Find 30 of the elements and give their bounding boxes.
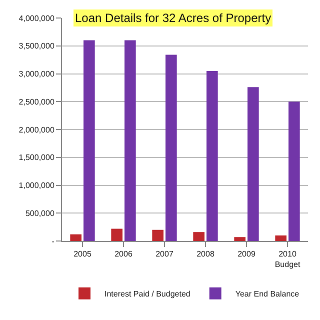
bar: [111, 228, 122, 241]
y-tick-label: 4,000,000: [18, 14, 55, 23]
bar: [84, 40, 95, 241]
bar: [288, 102, 300, 241]
y-tick-label: 2,000,000: [18, 125, 55, 134]
legend-label: Year End Balance: [235, 290, 300, 299]
x-tick-label: 2009: [238, 250, 256, 259]
y-tick-label: 500,000: [25, 208, 55, 218]
y-tick-label: 1,000,000: [18, 181, 55, 190]
bar: [248, 87, 259, 241]
bar: [193, 232, 204, 241]
y-tick-label: 3,500,000: [18, 42, 55, 51]
y-tick-label: 1,500,000: [18, 153, 55, 162]
bar: [152, 230, 164, 241]
x-tick-label: 2006: [114, 250, 133, 259]
chart-title: Loan Details for 32 Acres of Property: [75, 11, 272, 25]
bar: [70, 234, 82, 241]
x-tick-label: 2007: [156, 250, 174, 259]
bar: [124, 40, 136, 241]
x-tick-label: 2010 Budget: [274, 250, 301, 269]
y-tick-label: 3,000,000: [18, 70, 55, 79]
x-tick-label: 2008: [196, 250, 215, 259]
bar: [206, 70, 218, 241]
bar: [275, 235, 286, 241]
legend-label: Interest Paid / Budgeted: [104, 290, 190, 299]
x-tick-label: 2005: [74, 250, 92, 259]
y-tick-label: -: [52, 236, 55, 246]
bar: [234, 237, 246, 241]
y-tick-label: 2,500,000: [18, 97, 55, 106]
bar: [166, 54, 177, 241]
